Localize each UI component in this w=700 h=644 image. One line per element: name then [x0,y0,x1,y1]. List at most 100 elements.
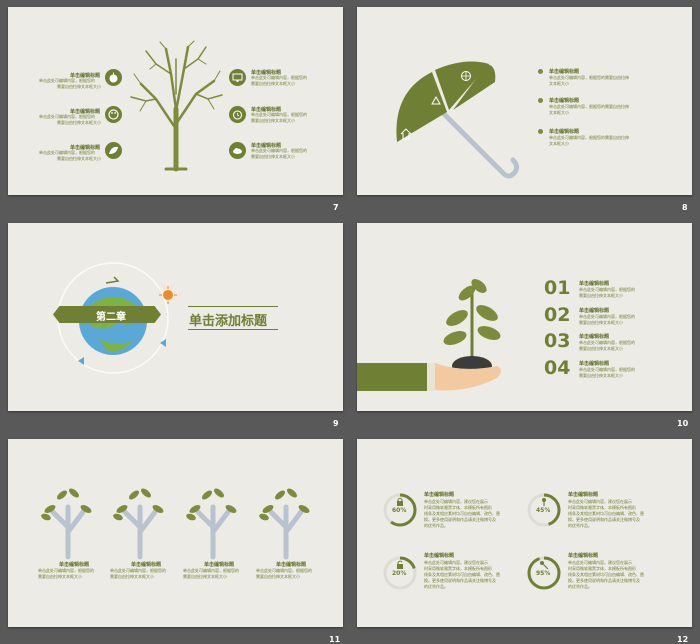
progress-ring [383,493,417,527]
item-body: 单击此处可编辑内容，根据您的 [579,340,635,345]
apple-icon [105,69,122,86]
item-title: 单击编辑标题 [251,107,282,113]
umbrella-illustration [396,61,520,179]
slide-number: 7 [333,203,339,212]
item-body: 时采用微软雅黑字体，本模板所有图形 [424,566,492,571]
item-title: 单击编辑标题 [251,70,282,76]
item-body: 换。更多使用说明和作品请关注微博号及 [568,517,640,522]
item-body: 需要自由拉伸文本框大小 [256,574,300,579]
item-body: 时采用微软雅黑字体，本模板所有图形 [568,566,636,571]
item-title: 单击编辑标题 [579,334,610,340]
trees-illustration [38,487,318,562]
item-body: 的优秀作品。 [424,523,448,528]
item-body: 单击此处可编辑内容，根据您的需要自由拉伸 [549,75,629,80]
item-title: 单击编辑标题 [579,308,610,314]
item-title: 单击编辑标题 [131,562,162,568]
chapter-ribbon [53,306,161,323]
item-body: 时采用微软雅黑字体，本模板所有图形 [568,505,636,510]
lock-icon [395,492,405,506]
unlock-icon [395,555,405,569]
bullet-dot [538,69,543,74]
item-body: 的优秀作品。 [424,584,448,589]
globe-icon [460,67,472,81]
item-body: 单击此处可编辑内容，根据您的 [39,78,95,83]
alarm-clock-icon [229,106,246,123]
percent-label: 20% [392,570,407,577]
item-title: 单击编辑标题 [424,492,455,498]
recycle-icon [430,93,442,105]
title-line-top [188,306,278,307]
leaf-icon [105,142,122,159]
step-number: 01 [544,277,571,299]
slide-thumbnail-11[interactable]: 单击编辑标题 单击此处可编辑内容，根据您的 需要自由拉伸文本框大小 单击编辑标题… [8,439,343,627]
item-body: 需要自由拉伸文本框大小 [57,84,101,89]
bullet-dot [538,129,543,134]
item-body: 换。更多使用说明和作品请关注微博号及 [568,578,640,583]
slide-number: 10 [677,419,689,428]
item-body: 需要自由拉伸文本框大小 [251,118,295,123]
item-body: 需要自由拉伸文本框大小 [579,320,623,325]
item-title: 单击编辑标题 [549,98,580,104]
item-body: 单击此处可编辑内容，根据您的 [251,148,307,153]
slide-thumbnail-9[interactable]: 第二章 单击添加标题 [8,223,343,411]
hand-plant-illustration [357,279,501,391]
slide-number: 9 [333,419,339,428]
item-title: 单击编辑标题 [276,562,307,568]
slide-thumbnail-8[interactable]: 单击编辑标题 单击此处可编辑内容，根据您的需要自由拉伸 文本框大小 单击编辑标题… [357,7,692,195]
item-title: 单击编辑标题 [549,129,580,135]
item-body: 单击此处可编辑内容，建议您在展示 [568,499,632,504]
item-title: 单击编辑标题 [549,69,580,75]
item-body: 单击此处可编辑内容，根据您的需要自由拉伸 [549,104,629,109]
item-body: 单击此处可编辑内容，根据您的 [256,568,312,573]
key-icon [539,555,549,570]
slide-thumbnail-10[interactable]: 01 单击编辑标题 单击此处可编辑内容，根据您的 需要自由拉伸文本框大小 02 … [357,223,692,411]
item-body: 单击此处可编辑内容，根据您的 [579,287,635,292]
item-body: 换。更多使用说明和作品请关注微博号及 [424,517,496,522]
slide-number: 8 [682,203,688,212]
item-body: 单击此处可编辑内容，根据您的 [251,75,307,80]
item-body: 时采用微软雅黑字体，本模板所有图形 [424,505,492,510]
item-body: 需要自由拉伸文本框大小 [579,346,623,351]
percent-label: 95% [536,570,551,577]
title-line-bottom [188,329,278,330]
item-body: 线条及其相应素材均可自由编辑、改色、替 [568,572,644,577]
tree-illustration [130,40,223,172]
item-body: 文本框大小 [549,141,569,146]
item-body: 需要自由拉伸文本框大小 [579,373,623,378]
item-title: 单击编辑标题 [568,492,599,498]
step-number: 02 [544,304,571,326]
key-icon [539,492,549,506]
progress-ring [383,556,417,590]
item-body: 文本框大小 [549,110,569,115]
item-body: 单击此处可编辑内容，建议您在展示 [568,560,632,565]
item-body: 单击此处可编辑内容，建议您在展示 [424,499,488,504]
slide-thumbnail-12[interactable]: 60% 单击编辑标题 单击此处可编辑内容，建议您在展示 时采用微软雅黑字体，本模… [357,439,692,627]
item-body: 线条及其相应素材均可自由编辑、改色、替 [568,511,644,516]
item-title: 单击编辑标题 [251,143,282,149]
item-body: 需要自由拉伸文本框大小 [110,574,154,579]
slide-thumbnail-7[interactable]: 单击编辑标题 单击此处可编辑内容，根据您的 需要自由拉伸文本框大小 单击编辑标题… [8,7,343,195]
percent-label: 60% [392,507,407,514]
slide-number: 11 [329,635,341,644]
item-title: 单击编辑标题 [70,109,101,115]
item-body: 线条及其相应素材均可自由编辑、改色、替 [424,511,500,516]
step-number: 04 [544,357,571,379]
item-body: 单击此处可编辑内容，根据您的 [183,568,239,573]
chapter-label: 第二章 [96,312,126,323]
item-body: 单击此处可编辑内容，根据您的 [39,114,95,119]
step-number: 03 [544,330,571,352]
percent-label: 45% [536,507,551,514]
slide-number: 12 [677,635,689,644]
item-body: 单击此处可编辑内容，根据您的 [579,367,635,372]
bullet-dot [538,98,543,103]
item-title: 单击编辑标题 [579,361,610,367]
item-title: 单击编辑标题 [579,281,610,287]
item-body: 单击此处可编辑内容，根据您的 [579,314,635,319]
item-body: 单击此处可编辑内容，根据您的 [110,568,166,573]
item-body: 需要自由拉伸文本框大小 [38,574,82,579]
item-title: 单击编辑标题 [70,145,101,151]
item-title: 单击编辑标题 [568,553,599,559]
progress-ring [527,493,561,527]
item-title: 单击编辑标题 [424,553,455,559]
monitor-icon [229,69,246,86]
